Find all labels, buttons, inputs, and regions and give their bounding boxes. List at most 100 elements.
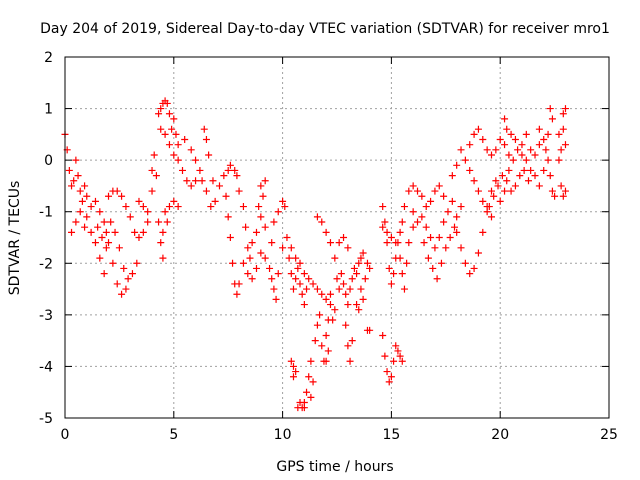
data-point: [479, 197, 487, 205]
data-point: [91, 197, 99, 205]
data-point: [91, 239, 99, 247]
data-point: [561, 141, 569, 149]
data-point: [261, 254, 269, 262]
data-point: [540, 136, 548, 144]
x-tick-label: 10: [274, 427, 292, 443]
data-point: [492, 177, 500, 185]
data-point: [348, 337, 356, 345]
data-point: [435, 182, 443, 190]
data-point: [303, 388, 311, 396]
data-point: [326, 239, 334, 247]
data-point: [98, 234, 106, 241]
y-tick-label: -1: [39, 205, 53, 221]
data-point: [274, 208, 282, 216]
data-point: [148, 166, 156, 174]
data-point: [326, 290, 334, 298]
data-point: [244, 244, 252, 252]
data-point: [174, 203, 182, 211]
y-tick-label: -4: [39, 359, 53, 375]
data-point: [324, 347, 332, 355]
y-tick-label: 1: [44, 102, 53, 118]
data-point: [353, 301, 361, 309]
data-point: [292, 275, 300, 283]
data-point: [303, 285, 311, 293]
data-point: [357, 285, 365, 293]
data-point: [224, 166, 232, 174]
data-point: [383, 228, 391, 236]
data-point: [409, 182, 417, 190]
data-point: [168, 125, 176, 133]
data-point: [229, 259, 237, 267]
data-point: [457, 203, 465, 211]
data-point: [335, 285, 343, 293]
data-point: [248, 239, 256, 247]
data-point: [548, 115, 556, 123]
data-point: [453, 161, 461, 169]
data-point: [350, 264, 358, 272]
data-point: [222, 192, 230, 200]
data-point: [505, 151, 513, 159]
data-point: [172, 130, 180, 138]
data-point: [431, 187, 439, 195]
data-point: [120, 264, 128, 272]
data-point: [215, 182, 223, 190]
data-point: [318, 290, 326, 298]
data-point: [383, 239, 391, 247]
data-point: [192, 177, 200, 185]
data-point: [83, 192, 91, 200]
data-point: [409, 223, 417, 231]
data-point: [155, 110, 163, 118]
data-point: [381, 218, 389, 226]
data-point: [102, 228, 110, 236]
data-point: [527, 146, 535, 154]
data-point: [313, 285, 321, 293]
axis-ticks: 0 5 10 15 20 25 -5 -4 -3 -2 -1 0 1 2: [39, 50, 618, 443]
data-point: [118, 192, 126, 200]
data-point: [346, 285, 354, 293]
data-point: [385, 378, 393, 386]
data-point: [329, 316, 337, 324]
data-point: [157, 239, 165, 247]
data-point: [516, 172, 524, 180]
data-point: [470, 177, 478, 185]
data-point: [96, 254, 104, 262]
data-point: [87, 228, 95, 236]
data-point: [274, 270, 282, 278]
data-point: [131, 228, 139, 236]
data-point: [257, 249, 265, 257]
data-point: [242, 223, 250, 231]
data-point: [466, 270, 474, 278]
data-point: [424, 254, 432, 262]
data-point: [344, 301, 352, 309]
data-point: [270, 218, 278, 226]
data-point: [420, 239, 428, 247]
data-point: [187, 182, 195, 190]
data-point: [396, 228, 404, 236]
data-point: [115, 244, 123, 252]
data-point: [518, 141, 526, 149]
data-point: [313, 321, 321, 329]
y-tick-label: -3: [39, 308, 53, 324]
data-point: [246, 254, 254, 262]
data-point: [355, 259, 363, 267]
y-tick-label: 2: [44, 50, 53, 66]
data-point: [342, 290, 350, 298]
data-point: [309, 378, 317, 386]
data-point: [379, 203, 387, 211]
data-point: [233, 290, 241, 298]
data-point: [531, 172, 539, 180]
data-point: [226, 161, 234, 169]
data-point: [294, 404, 302, 412]
data-point: [298, 290, 306, 298]
data-point: [183, 177, 191, 185]
data-point: [231, 166, 239, 174]
data-point: [163, 99, 171, 107]
data-point: [326, 301, 334, 309]
data-point: [105, 239, 113, 247]
data-point: [427, 234, 435, 241]
data-point: [235, 187, 243, 195]
data-point: [72, 156, 80, 164]
data-point: [446, 234, 454, 241]
data-point: [390, 270, 398, 278]
